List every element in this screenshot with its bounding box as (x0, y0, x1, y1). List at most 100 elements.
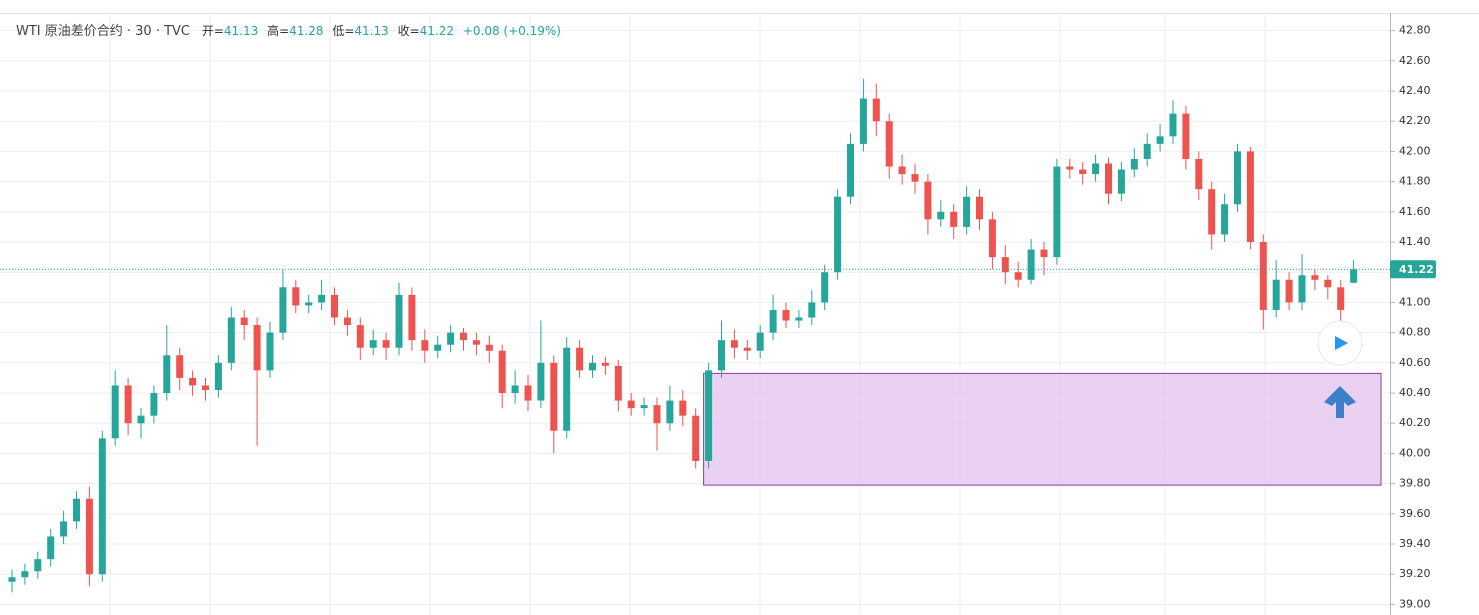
high-label: 高= (267, 23, 289, 38)
y-tick-label: 40.60 (1399, 356, 1431, 369)
candle-body (834, 196, 842, 273)
candle-body (524, 385, 532, 401)
y-tick-label: 42.60 (1399, 54, 1431, 67)
candle-body (408, 294, 416, 341)
candle-body (1285, 279, 1293, 303)
candle-body (756, 332, 764, 351)
candle-body (176, 355, 184, 378)
candle-body (214, 362, 222, 391)
candle-body (795, 317, 803, 321)
candle-body (550, 362, 558, 431)
y-tick-label: 42.00 (1399, 144, 1431, 157)
candle-body (395, 294, 403, 348)
candle-body (666, 400, 674, 424)
candle-body (563, 347, 571, 431)
up-arrow-icon (1324, 386, 1356, 418)
candle-body (1092, 163, 1100, 175)
candle-body (189, 377, 197, 386)
vertical-grid (109, 14, 1266, 615)
candle-body (911, 174, 919, 182)
candle-body (1208, 189, 1216, 235)
last-price-tag (1390, 260, 1436, 279)
candle-body (859, 98, 867, 144)
candle-body (227, 317, 235, 363)
candle-body (988, 219, 996, 258)
candle-body (421, 340, 429, 351)
zone (703, 372, 1382, 486)
candle-body (331, 294, 338, 318)
candle-body (447, 332, 455, 345)
candle-body (808, 302, 816, 318)
candle-body (640, 405, 648, 409)
y-tick-label: 42.40 (1399, 84, 1431, 97)
low-label: 低= (332, 24, 354, 38)
candle-body (769, 309, 777, 333)
candle-body (924, 181, 932, 220)
change: +0.08 (+0.19%) (463, 24, 561, 38)
close-label: 收= (398, 24, 420, 38)
y-tick-label: 41.80 (1399, 175, 1431, 188)
candle-body (1105, 163, 1112, 194)
legend: WTI 原油差价合约 · 30 · TVC 开= 41.13 高=41.28 低=… (16, 23, 561, 39)
candle-body (1001, 257, 1009, 273)
candle-body (1066, 166, 1074, 170)
candle-body (1169, 113, 1177, 137)
close-value: 41.22 (420, 24, 454, 38)
candle-body (782, 309, 790, 321)
candle-body (872, 98, 880, 122)
candle-body (601, 362, 609, 366)
candle-body (1221, 204, 1229, 235)
candle-body (356, 325, 364, 348)
candle-body (1234, 151, 1241, 205)
candle-body (47, 536, 55, 560)
y-tick-label: 39.60 (1399, 507, 1431, 520)
candle-body (1117, 169, 1125, 194)
high-value: 41.28 (289, 24, 323, 38)
candle-body (485, 344, 493, 351)
play-button[interactable] (1317, 320, 1363, 366)
candle-body (1053, 166, 1061, 258)
candle-body (1143, 143, 1151, 159)
candle-body (98, 438, 106, 575)
candle-body (8, 577, 16, 582)
candle-body (498, 350, 506, 394)
candle-body (60, 521, 68, 537)
candle-body (318, 294, 326, 303)
y-tick-label: 39.40 (1399, 537, 1431, 550)
candle-body (279, 287, 287, 333)
candle-body (1130, 158, 1138, 170)
candle-body (627, 400, 635, 409)
play-icon[interactable] (1335, 336, 1348, 350)
open-label: 开= (202, 24, 224, 38)
y-tick-label: 41.40 (1399, 235, 1431, 248)
candle-body (589, 362, 596, 371)
candle-body (292, 287, 300, 306)
plot: 39.00 39.20 39.40 39.60 39.80 40.00 40.20 40.40… (0, 24, 1436, 610)
last-price-label: 41.22 (1399, 263, 1434, 276)
y-tick-label: 41.60 (1399, 205, 1431, 218)
symbol: WTI 原油差价合约 · 30 · TVC (16, 24, 190, 39)
candle-body (705, 370, 713, 461)
candle-body (743, 347, 751, 351)
y-tick-label: 39.80 (1399, 477, 1431, 490)
candle-body (885, 121, 893, 167)
low-value: 41.13 (354, 24, 388, 38)
candle-body (240, 317, 248, 326)
candle-body (576, 347, 584, 371)
candle-body (150, 393, 158, 416)
y-tick-label: 40.80 (1399, 326, 1431, 339)
y-tick-label: 39.00 (1399, 597, 1431, 610)
candle-body (1311, 275, 1319, 280)
candle-body (718, 340, 725, 371)
candle-body (253, 325, 261, 371)
candle-body (1182, 113, 1190, 159)
candle-body (434, 344, 442, 351)
candle-body (1324, 279, 1332, 288)
candle-body (730, 340, 738, 348)
candle-body (653, 405, 661, 424)
y-tick-label: 40.20 (1399, 416, 1431, 429)
candle-body (73, 498, 80, 522)
